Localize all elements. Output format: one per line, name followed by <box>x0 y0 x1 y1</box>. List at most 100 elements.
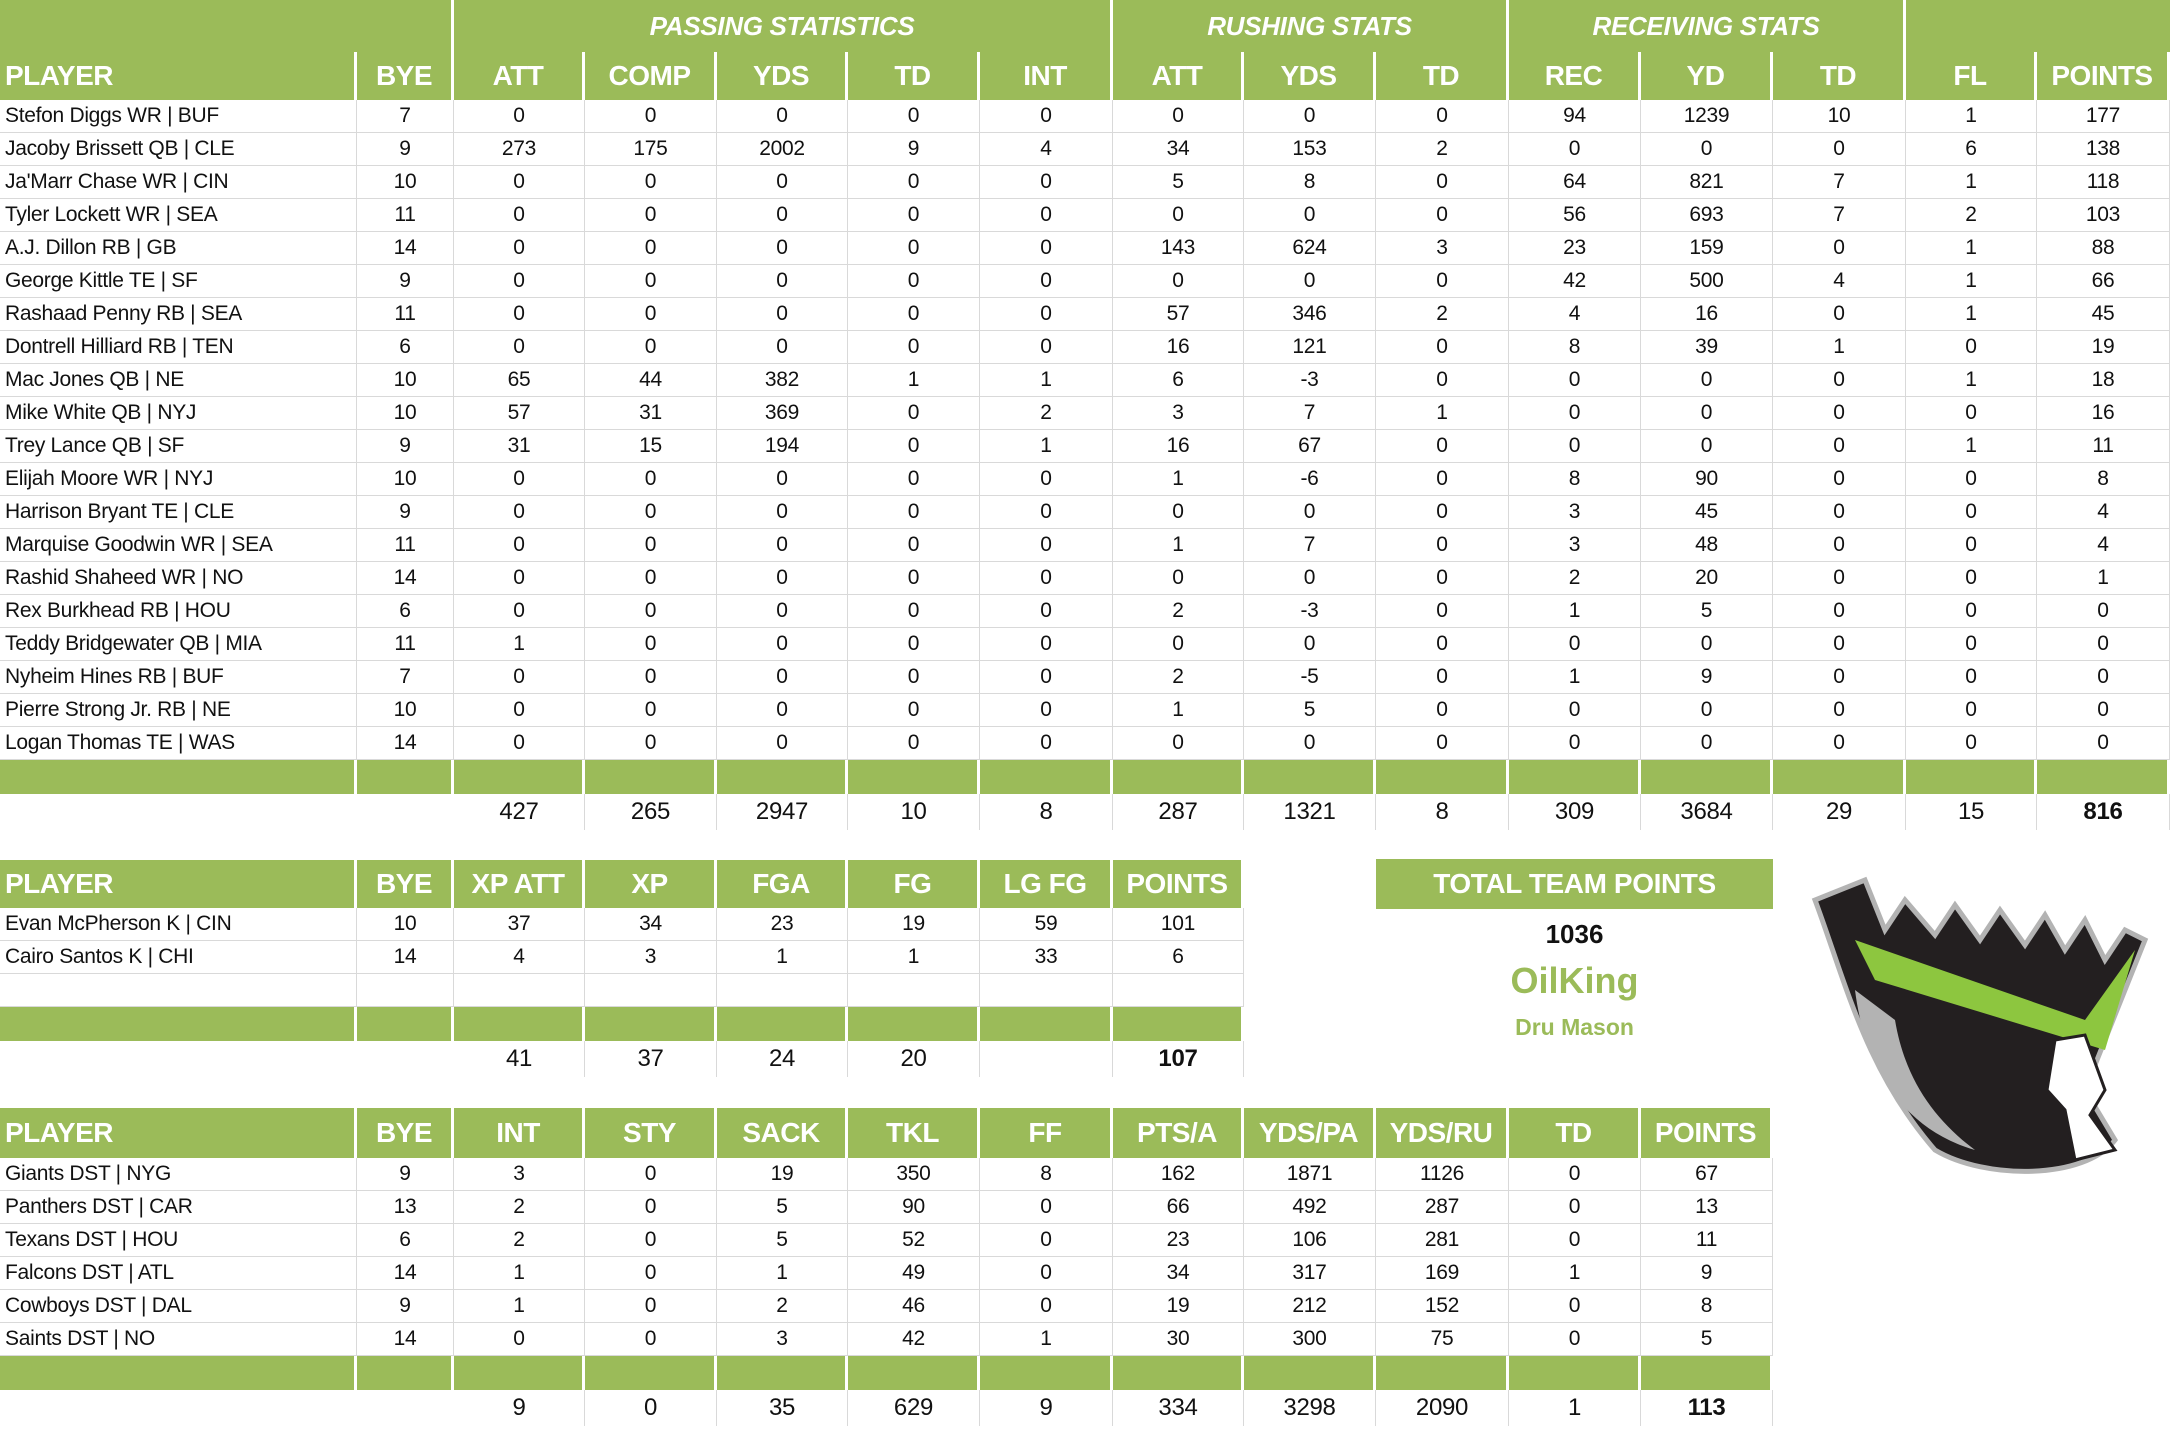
oilking-logo-icon <box>1811 876 2149 1174</box>
stat-cell: 106 <box>1244 1224 1376 1257</box>
stat-cell: 0 <box>848 694 980 727</box>
stat-cell: 3 <box>1509 496 1641 529</box>
stat-cell: 0 <box>585 298 717 331</box>
player-cell: A.J. Dillon RB | GB <box>0 232 357 265</box>
stat-cell: 5 <box>1113 166 1244 199</box>
player-cell <box>0 1007 357 1041</box>
stat-cell: 8 <box>1376 794 1509 830</box>
stat-cell: 8 <box>1244 166 1376 199</box>
stat-cell: 1 <box>1113 694 1244 727</box>
stat-cell: XP ATT <box>454 860 585 908</box>
team-name: OilKing <box>1510 960 1639 1001</box>
stat-cell: 0 <box>1773 496 1906 529</box>
stat-cell: 287 <box>1113 794 1244 830</box>
stat-cell: 0 <box>1376 265 1509 298</box>
stat-cell: 42 <box>848 1323 980 1356</box>
stat-cell: YDS <box>1244 52 1376 100</box>
stat-cell: 821 <box>1641 166 1773 199</box>
stat-cell: 281 <box>1376 1224 1509 1257</box>
stat-cell: 0 <box>1906 694 2037 727</box>
stat-cell: 1 <box>980 1323 1113 1356</box>
offense-group-header-blank <box>0 0 454 52</box>
stat-cell: 9 <box>357 496 454 529</box>
stat-cell: 14 <box>357 727 454 760</box>
stat-cell: 9 <box>357 265 454 298</box>
stat-cell <box>585 1007 717 1041</box>
stat-cell: 0 <box>585 496 717 529</box>
stat-cell: 0 <box>717 727 848 760</box>
stat-cell: 0 <box>1773 397 1906 430</box>
stat-cell: YDS/PA <box>1244 1108 1376 1158</box>
stat-cell: 0 <box>980 463 1113 496</box>
stat-cell: 0 <box>1641 133 1773 166</box>
stat-cell: PTS/A <box>1113 1108 1244 1158</box>
stat-cell: 0 <box>585 1390 717 1426</box>
stat-cell: 11 <box>357 199 454 232</box>
stat-cell: 7 <box>1773 166 1906 199</box>
stat-cell <box>717 974 848 1007</box>
player-cell: Mike White QB | NYJ <box>0 397 357 430</box>
stat-cell: 0 <box>1773 463 1906 496</box>
stat-cell <box>1773 760 1906 794</box>
stat-cell: 1 <box>1773 331 1906 364</box>
stat-cell: 101 <box>1113 908 1244 941</box>
stat-cell: 90 <box>1641 463 1773 496</box>
stat-cell: 162 <box>1113 1158 1244 1191</box>
stat-cell: 0 <box>1641 430 1773 463</box>
stat-cell: 287 <box>1376 1191 1509 1224</box>
player-cell: Logan Thomas TE | WAS <box>0 727 357 760</box>
stat-cell <box>585 1356 717 1390</box>
stat-cell: 0 <box>980 496 1113 529</box>
stat-cell: 0 <box>1773 529 1906 562</box>
stat-cell: 57 <box>454 397 585 430</box>
stat-cell: 16 <box>1113 430 1244 463</box>
offense-table-row: Mac Jones QB | NE 10 65 44 382 1 1 6 -3 0 0 0 0 1 18 <box>0 364 2170 397</box>
stat-cell: 2 <box>717 1290 848 1323</box>
stat-cell <box>1641 1356 1773 1390</box>
stat-cell: TD <box>1376 52 1509 100</box>
stat-cell: 0 <box>1376 496 1509 529</box>
stat-cell: 49 <box>848 1257 980 1290</box>
stat-cell: 31 <box>585 397 717 430</box>
stat-cell: 46 <box>848 1290 980 1323</box>
stat-cell: -5 <box>1244 661 1376 694</box>
stat-cell: 23 <box>1113 1224 1244 1257</box>
stat-cell: 0 <box>848 100 980 133</box>
stat-cell: 0 <box>1376 100 1509 133</box>
stat-cell: 0 <box>717 562 848 595</box>
stat-cell <box>454 1007 585 1041</box>
stat-cell: 1 <box>848 364 980 397</box>
stat-cell: 10 <box>357 908 454 941</box>
stat-cell <box>454 1356 585 1390</box>
stat-cell <box>357 760 454 794</box>
stat-cell: 0 <box>717 100 848 133</box>
stat-cell: 0 <box>1641 628 1773 661</box>
player-cell: PLAYER <box>0 52 357 100</box>
stat-cell: TD <box>1773 52 1906 100</box>
player-cell: Stefon Diggs WR | BUF <box>0 100 357 133</box>
stat-cell: 33 <box>980 941 1113 974</box>
kicker-header-row: PLAYER BYE XP ATT XP FGA FG LG FG POINTS <box>0 860 1244 908</box>
stat-cell: 5 <box>717 1191 848 1224</box>
stat-cell: 4 <box>980 133 1113 166</box>
stat-cell: 194 <box>717 430 848 463</box>
stat-cell: 75 <box>1376 1323 1509 1356</box>
player-cell: Cowboys DST | DAL <box>0 1290 357 1323</box>
offense-table-row: Mike White QB | NYJ 10 57 31 369 0 2 3 7 1 0 0 0 0 16 <box>0 397 2170 430</box>
stat-cell: 300 <box>1244 1323 1376 1356</box>
stat-cell: ATT <box>1113 52 1244 100</box>
stat-cell: XP <box>585 860 717 908</box>
player-cell <box>0 1390 357 1426</box>
stat-cell: INT <box>454 1108 585 1158</box>
stat-cell: POINTS <box>1641 1108 1773 1158</box>
stat-cell: 7 <box>1773 199 1906 232</box>
stat-cell: 14 <box>357 1323 454 1356</box>
defense-table-row: Panthers DST | CAR 13 2 0 5 90 0 66 492 287 0 13 <box>0 1191 1773 1224</box>
stat-cell: 0 <box>1244 496 1376 529</box>
stat-cell: 0 <box>848 496 980 529</box>
stat-cell: 0 <box>1906 529 2037 562</box>
offense-table-row: Nyheim Hines RB | BUF 7 0 0 0 0 0 2 -5 0 1 9 0 0 0 <box>0 661 2170 694</box>
stat-cell: 0 <box>454 595 585 628</box>
stat-cell: 64 <box>1509 166 1641 199</box>
stat-cell: 0 <box>848 397 980 430</box>
